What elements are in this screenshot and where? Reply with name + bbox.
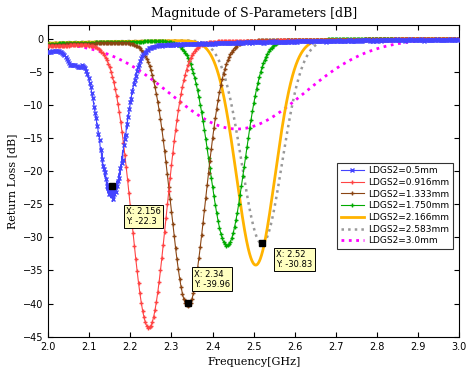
LDGS2=2.166mm [404, 37, 410, 41]
LDGS2=3.0mm [92, 48, 98, 52]
LDGS2=0.916mm [45, 44, 51, 49]
LDGS2=2.166mm [221, 94, 227, 98]
LDGS2=1.333mm [448, 37, 454, 42]
LDGS2=2.166mm [456, 37, 462, 41]
LDGS2=0.5mm [456, 37, 462, 42]
LDGS2=1.750mm [92, 40, 98, 45]
LDGS2=0.5mm [404, 38, 410, 42]
Text: X: 2.156
Y: -22.3: X: 2.156 Y: -22.3 [126, 206, 161, 226]
LDGS2=1.333mm [203, 194, 209, 199]
LDGS2=0.5mm [449, 37, 455, 42]
LDGS2=3.0mm [45, 41, 51, 46]
LDGS2=0.5mm [203, 42, 209, 46]
LDGS2=3.0mm [448, 37, 454, 42]
LDGS2=3.0mm [221, 125, 227, 129]
LDGS2=0.5mm [221, 41, 227, 45]
LDGS2=3.0mm [203, 117, 209, 122]
LDGS2=2.583mm [448, 37, 454, 41]
LDGS2=0.916mm [117, 110, 122, 115]
LDGS2=2.166mm [117, 39, 122, 44]
LDGS2=1.750mm [203, 137, 209, 141]
LDGS2=2.583mm [92, 39, 98, 44]
Line: LDGS2=0.916mm: LDGS2=0.916mm [46, 37, 462, 330]
LDGS2=3.0mm [456, 37, 462, 42]
X-axis label: Frequency[GHz]: Frequency[GHz] [207, 357, 301, 367]
LDGS2=1.333mm [221, 71, 227, 75]
LDGS2=0.5mm [45, 49, 51, 54]
LDGS2=0.916mm [146, 325, 152, 330]
LDGS2=1.750mm [456, 37, 462, 41]
Line: LDGS2=3.0mm: LDGS2=3.0mm [48, 39, 459, 129]
LDGS2=2.583mm [221, 71, 227, 75]
LDGS2=1.750mm [45, 42, 51, 46]
LDGS2=1.333mm [185, 304, 191, 308]
LDGS2=1.750mm [448, 37, 454, 41]
LDGS2=2.166mm [253, 263, 258, 267]
LDGS2=0.916mm [456, 37, 462, 42]
LDGS2=2.583mm [45, 40, 51, 45]
Text: X: 2.52
Y: -30.83: X: 2.52 Y: -30.83 [276, 250, 312, 269]
LDGS2=3.0mm [234, 127, 240, 131]
LDGS2=3.0mm [404, 40, 410, 45]
Line: LDGS2=0.5mm: LDGS2=0.5mm [46, 36, 462, 203]
LDGS2=0.5mm [117, 170, 122, 175]
LDGS2=2.583mm [117, 39, 122, 43]
Line: LDGS2=2.583mm: LDGS2=2.583mm [48, 39, 459, 244]
LDGS2=1.333mm [45, 43, 51, 47]
LDGS2=2.166mm [203, 46, 209, 50]
LDGS2=2.166mm [92, 40, 98, 44]
LDGS2=3.0mm [117, 57, 122, 61]
LDGS2=0.5mm [92, 108, 98, 113]
LDGS2=0.5mm [442, 36, 448, 41]
LDGS2=2.166mm [45, 41, 51, 45]
LDGS2=1.750mm [221, 240, 227, 244]
LDGS2=2.583mm [259, 242, 264, 246]
LDGS2=1.750mm [404, 37, 410, 42]
LDGS2=1.750mm [224, 243, 230, 248]
LDGS2=1.333mm [456, 37, 462, 41]
LDGS2=0.916mm [92, 45, 98, 49]
Line: LDGS2=1.750mm: LDGS2=1.750mm [46, 37, 462, 248]
Y-axis label: Return Loss [dB]: Return Loss [dB] [7, 133, 17, 229]
Line: LDGS2=2.166mm: LDGS2=2.166mm [48, 39, 459, 265]
LDGS2=0.916mm [404, 37, 410, 42]
LDGS2=1.750mm [117, 40, 122, 44]
Line: LDGS2=1.333mm: LDGS2=1.333mm [46, 37, 462, 308]
Legend: LDGS2=0.5mm, LDGS2=0.916mm, LDGS2=1.333mm, LDGS2=1.750mm, LDGS2=2.166mm, LDGS2=2: LDGS2=0.5mm, LDGS2=0.916mm, LDGS2=1.333m… [337, 163, 453, 249]
LDGS2=2.583mm [203, 42, 209, 46]
LDGS2=0.916mm [221, 39, 227, 43]
Text: X: 2.34
Y: -39.96: X: 2.34 Y: -39.96 [194, 270, 230, 289]
LDGS2=0.5mm [110, 199, 116, 204]
LDGS2=1.333mm [404, 37, 410, 42]
LDGS2=2.583mm [404, 37, 410, 41]
LDGS2=0.916mm [203, 41, 209, 45]
LDGS2=0.916mm [448, 37, 454, 42]
LDGS2=1.333mm [117, 41, 122, 45]
LDGS2=1.333mm [92, 41, 98, 46]
LDGS2=2.583mm [456, 37, 462, 41]
Title: Magnitude of S-Parameters [dB]: Magnitude of S-Parameters [dB] [151, 7, 357, 20]
LDGS2=2.166mm [448, 37, 454, 41]
